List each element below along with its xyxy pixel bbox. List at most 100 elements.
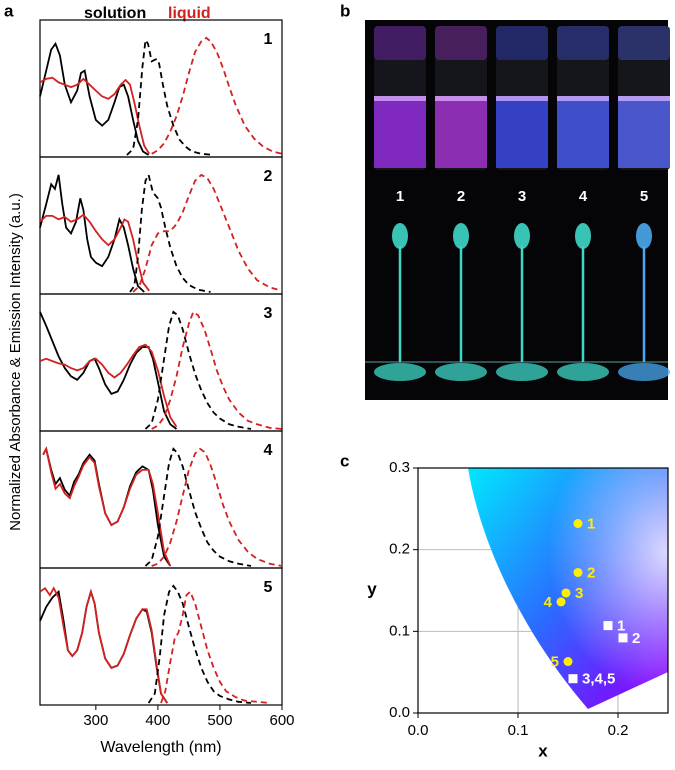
spectrum-line <box>132 173 283 293</box>
subplot-label: 2 <box>264 168 273 185</box>
spectrum-line <box>39 213 150 292</box>
vial-cap-glow <box>496 26 548 60</box>
fiber-puddle <box>496 363 548 381</box>
x-tick-label: 400 <box>145 712 170 729</box>
spectrum-line <box>151 36 283 155</box>
panel-label: a <box>4 1 14 20</box>
subplot-frame <box>39 293 283 432</box>
fiber-puddle <box>435 363 487 381</box>
data-point <box>573 519 583 529</box>
legend-label: liquid <box>168 5 211 22</box>
vial-label: 2 <box>457 188 465 205</box>
spectrum-line <box>144 447 252 567</box>
spectrum-line <box>144 310 252 430</box>
spectrum-line <box>160 590 270 704</box>
vial-label: 1 <box>396 188 404 205</box>
data-point <box>573 568 583 578</box>
subplot-frame <box>39 156 283 295</box>
vial-liquid <box>618 96 670 168</box>
x-axis-title: x <box>538 741 548 760</box>
fiber-puddle <box>557 363 609 381</box>
vial-label: 4 <box>579 188 588 205</box>
vial-meniscus <box>557 96 609 101</box>
fiber-drop <box>453 223 469 249</box>
subplot-label: 5 <box>264 579 273 596</box>
spectrum-line <box>151 447 283 567</box>
point-label: 4 <box>544 594 553 611</box>
spectrum-line <box>126 37 214 156</box>
point-label: 2 <box>632 630 640 647</box>
spectrum-line <box>39 311 178 430</box>
x-tick-label: 0.1 <box>508 722 529 739</box>
x-tick-label: 600 <box>269 712 294 729</box>
legend-label: solution <box>84 5 146 22</box>
plot-frame <box>417 467 669 714</box>
data-point <box>556 597 566 607</box>
vial-cap-glow <box>618 26 670 60</box>
subplot-label: 4 <box>264 442 273 459</box>
data-point <box>618 633 628 643</box>
fiber-drop <box>575 223 591 249</box>
color-gamut-highlight <box>468 468 668 709</box>
point-label: 1 <box>617 618 625 635</box>
data-point <box>568 674 578 684</box>
panel-label: b <box>340 1 350 20</box>
vial-liquid <box>435 96 487 168</box>
spectrum-line <box>129 172 211 293</box>
x-tick-label: 300 <box>83 712 108 729</box>
x-axis-title: Wavelength (nm) <box>100 739 221 756</box>
fiber-puddle <box>374 363 426 381</box>
point-label: 5 <box>551 654 559 671</box>
x-tick-label: 0.2 <box>608 722 629 739</box>
subplot-label: 1 <box>264 31 273 48</box>
vial-meniscus <box>618 96 670 101</box>
fiber-drop <box>392 223 408 249</box>
subplot-label: 3 <box>264 305 273 322</box>
panel-label: c <box>340 451 349 470</box>
subplot-frame <box>39 567 283 706</box>
subplot-frame <box>39 19 283 158</box>
vial-liquid <box>557 96 609 168</box>
vial-cap-glow <box>374 26 426 60</box>
y-tick-label: 0.3 <box>389 459 410 476</box>
spectrum-line <box>151 310 283 430</box>
fiber-drop <box>514 223 530 249</box>
spectrum-line <box>39 343 178 428</box>
vial-meniscus <box>374 96 426 101</box>
data-point <box>563 657 573 667</box>
y-axis-title: Normalized Absorbance & Emission Intensi… <box>7 193 24 531</box>
vial-cap-glow <box>557 26 609 60</box>
x-tick-label: 500 <box>207 712 232 729</box>
vial-cap-glow <box>435 26 487 60</box>
point-label: 2 <box>587 565 595 582</box>
point-label: 3 <box>575 585 583 602</box>
spectrum-line <box>147 584 252 704</box>
spectrum-line <box>39 586 168 704</box>
fiber-drop <box>636 223 652 249</box>
vial-meniscus <box>496 96 548 101</box>
spectrum-line <box>39 174 145 293</box>
vial-label: 5 <box>640 188 648 205</box>
vial-liquid <box>496 96 548 168</box>
vial-meniscus <box>435 96 487 101</box>
subplot-frame <box>39 430 283 569</box>
vial-label: 3 <box>518 188 526 205</box>
data-point <box>603 621 613 631</box>
y-tick-label: 0.1 <box>389 622 410 639</box>
y-tick-label: 0.2 <box>389 541 410 558</box>
spectrum-line <box>42 446 172 567</box>
point-label: 3,4,5 <box>582 671 615 688</box>
x-tick-label: 0.0 <box>408 722 429 739</box>
y-tick-label: 0.0 <box>389 704 410 721</box>
point-label: 1 <box>587 516 595 533</box>
spectrum-line <box>39 41 150 156</box>
vial-liquid <box>374 96 426 168</box>
spectrum-line <box>39 76 150 155</box>
data-point <box>561 588 571 598</box>
fiber-puddle <box>618 363 670 381</box>
spectrum-line <box>42 446 172 567</box>
y-axis-title: y <box>367 579 377 598</box>
spectrum-line <box>39 588 168 704</box>
